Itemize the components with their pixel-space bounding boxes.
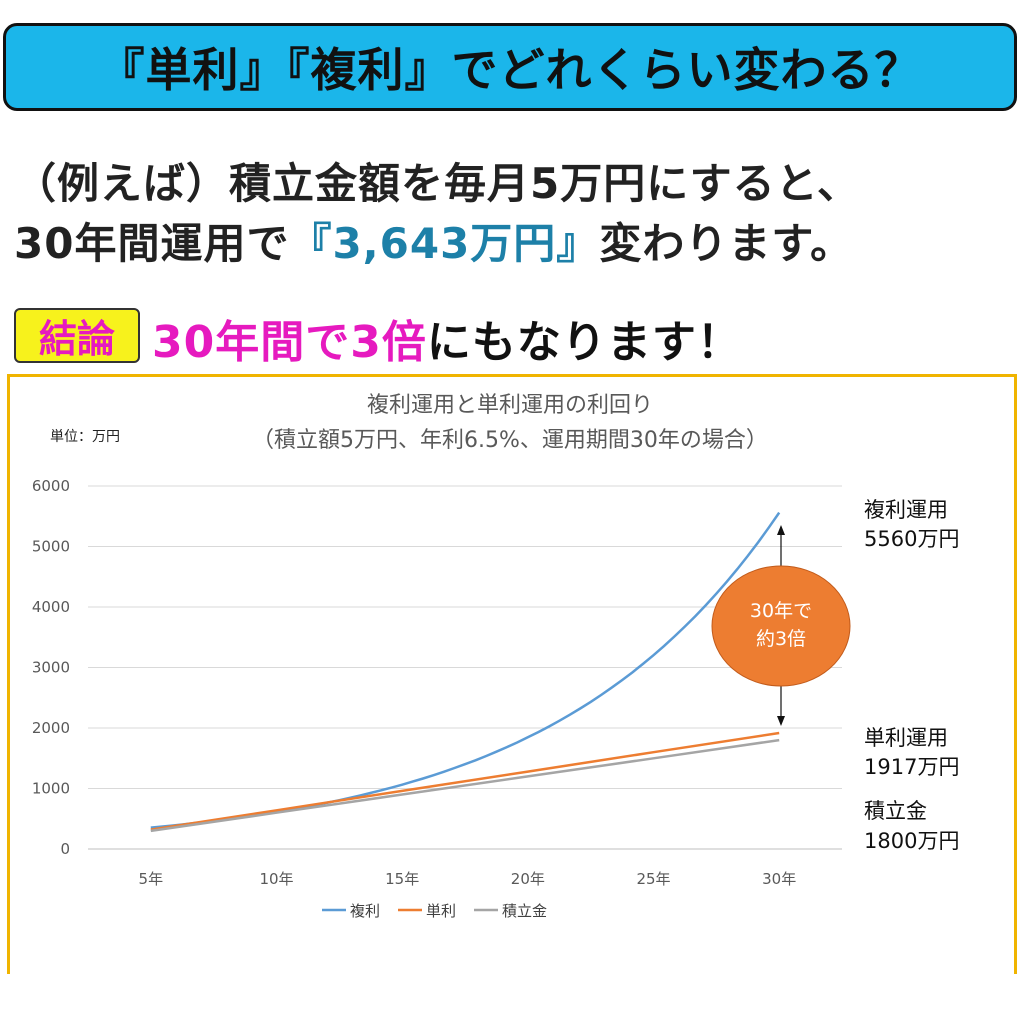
lead-line-2: 30年間運用で『3,643万円』変わります。 bbox=[14, 210, 853, 271]
lead-line-1: （例えば）積立金額を毎月5万円にすると、 bbox=[14, 150, 860, 211]
conclusion-highlight: 30年間で3倍 bbox=[152, 317, 427, 368]
banner-title: 『単利』『複利』でどれくらい変わる？ bbox=[6, 26, 1014, 108]
lead-line-2-post: 変わります。 bbox=[599, 219, 853, 268]
lead-amount: 『3,643万円』 bbox=[289, 219, 599, 268]
title-banner: 『単利』『複利』でどれくらい変わる？ bbox=[3, 23, 1017, 111]
conclusion-badge: 結論 bbox=[14, 308, 140, 363]
conclusion-line: 30年間で3倍にもなります！ bbox=[152, 306, 742, 370]
chart-frame bbox=[7, 374, 1017, 974]
conclusion-rest: にもなります！ bbox=[427, 317, 742, 368]
lead-line-2-pre: 30年間運用で bbox=[14, 219, 289, 268]
